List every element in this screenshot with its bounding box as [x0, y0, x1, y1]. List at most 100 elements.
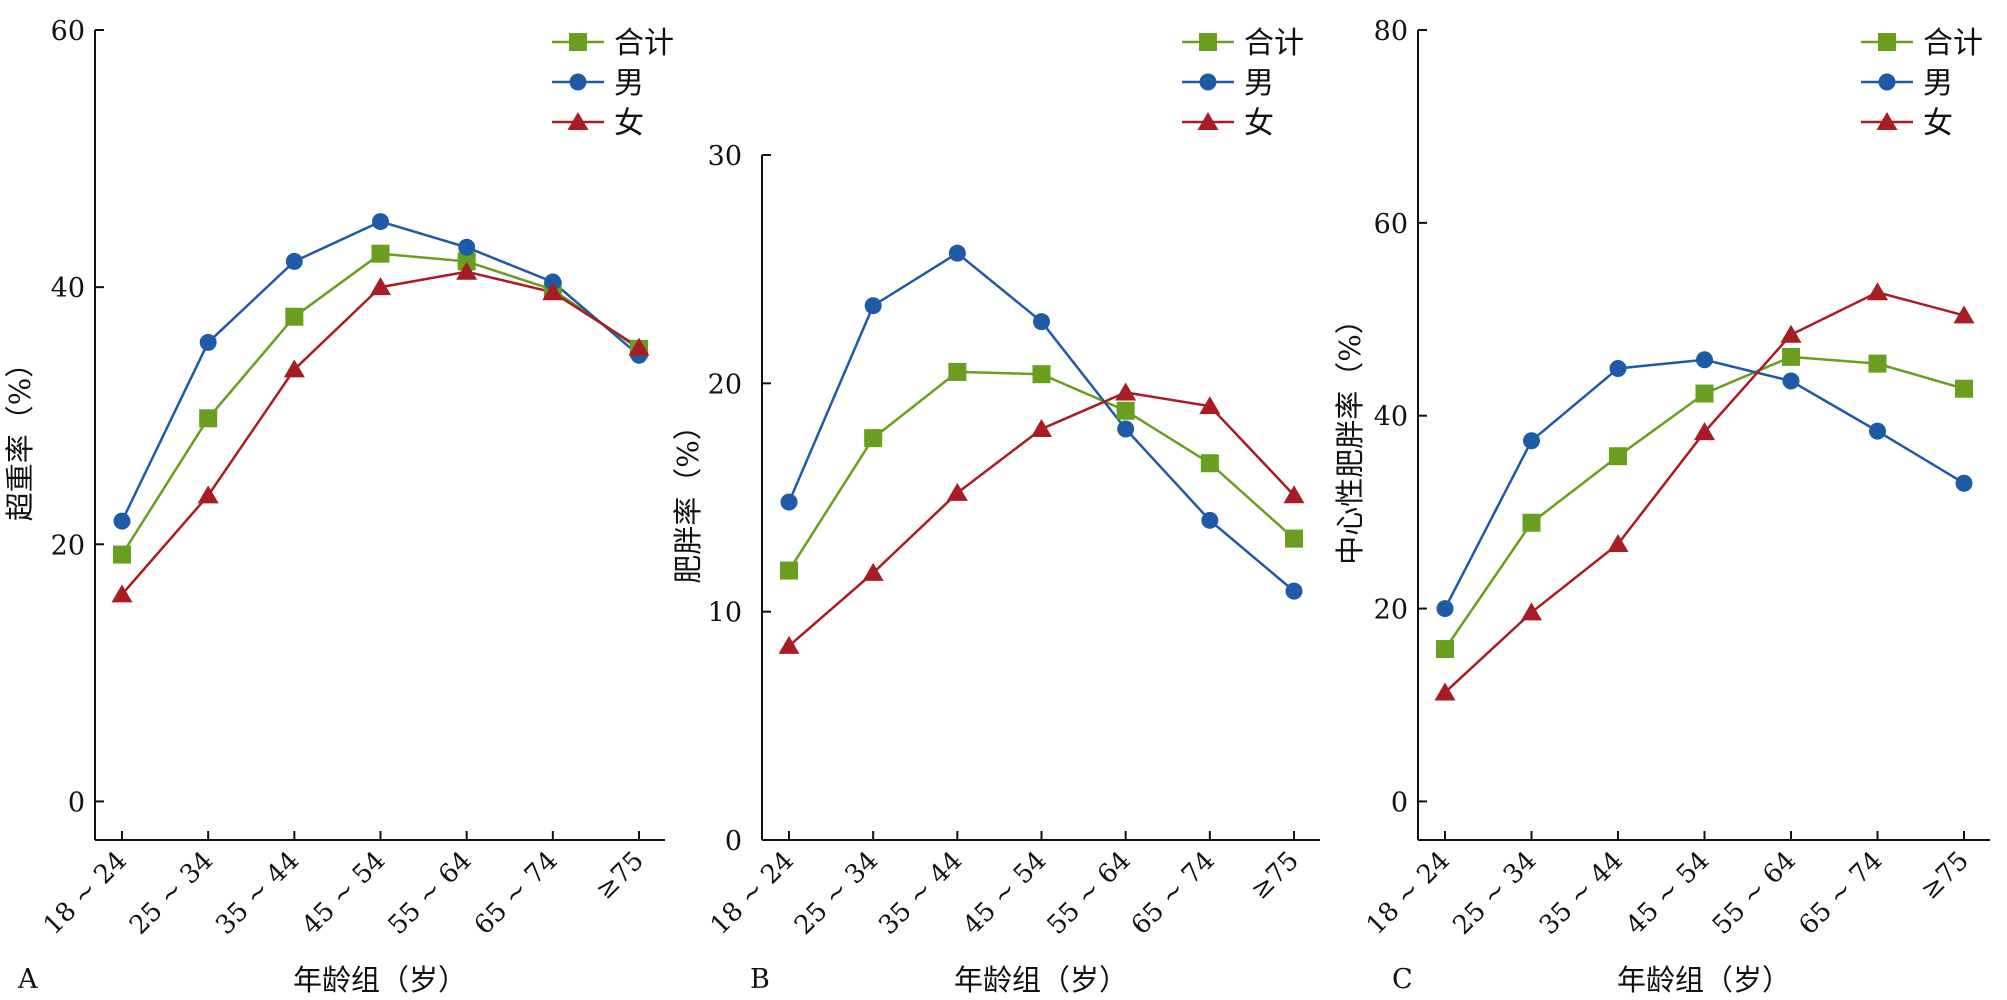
data-point-total: [1695, 384, 1714, 403]
x-axis-title: 年龄组（岁）: [293, 963, 467, 997]
data-point-total: [199, 409, 218, 428]
x-axis-title: 年龄组（岁）: [954, 963, 1128, 997]
series-line-male: [120, 220, 640, 522]
legend-label-female: 女: [614, 106, 644, 141]
x-tick-label: 45 ~ 54: [957, 846, 1052, 941]
data-point-total: [1116, 401, 1135, 420]
data-point-male: [948, 244, 966, 262]
panel-label: C: [1392, 964, 1413, 995]
legend-marker-total: [569, 33, 587, 51]
legend-label-male: 男: [1923, 66, 1953, 101]
data-point-total: [1200, 454, 1219, 473]
x-tick-label: 35 ~ 44: [1534, 846, 1629, 941]
x-tick-label: 18 ~ 24: [1361, 846, 1456, 941]
data-point-male: [1033, 313, 1050, 331]
x-tick-label: 65 ~ 74: [1793, 846, 1888, 941]
legend-label-total: 合计: [1923, 26, 1983, 61]
data-point-total: [1436, 640, 1454, 659]
legend-label-total: 合计: [1244, 26, 1304, 61]
data-point-total: [864, 429, 883, 448]
x-tick-label: 65 ~ 74: [469, 846, 564, 941]
data-point-total: [457, 252, 476, 271]
x-tick-label: ≥75: [1915, 846, 1975, 906]
x-tick-label: 35 ~ 44: [210, 846, 305, 941]
data-point-male: [458, 238, 476, 256]
data-point-male: [1436, 600, 1454, 618]
x-tick-label: 35 ~ 44: [873, 846, 968, 941]
legend-label-female: 女: [1923, 106, 1953, 141]
data-point-female: [1434, 682, 1456, 701]
data-point-total: [1868, 354, 1887, 373]
x-tick-label: 18 ~ 24: [705, 846, 800, 941]
legend-marker-total: [1878, 33, 1896, 51]
data-point-total: [285, 307, 304, 326]
legend-marker-female: [567, 112, 589, 130]
data-point-male: [1201, 511, 1219, 529]
x-tick-label: 18 ~ 24: [38, 846, 133, 941]
data-point-female: [1115, 382, 1137, 401]
data-point-female: [1953, 305, 1975, 324]
data-point-female: [197, 485, 219, 504]
legend-label-male: 男: [614, 66, 644, 101]
data-point-male: [780, 493, 798, 511]
data-point-total: [1609, 447, 1627, 466]
y-tick-label: 20: [708, 369, 742, 400]
y-tick-label: 10: [708, 598, 742, 629]
x-tick-label: 55 ~ 64: [383, 846, 478, 941]
data-point-total: [113, 545, 131, 564]
data-point-female: [456, 261, 478, 280]
y-tick-label: 60: [1374, 209, 1408, 240]
x-tick-label: 25 ~ 34: [1447, 846, 1542, 941]
x-tick-label: ≥75: [590, 846, 650, 906]
legend-marker-male: [569, 73, 587, 91]
data-point-female: [1199, 396, 1221, 415]
data-point-female: [1867, 282, 1888, 301]
data-point-total: [1522, 513, 1541, 532]
data-point-male: [1285, 582, 1303, 600]
data-point-male: [1523, 432, 1540, 450]
y-tick-label: 20: [1374, 595, 1408, 626]
legend-label-total: 合计: [614, 26, 674, 61]
data-point-total: [780, 561, 798, 580]
y-axis-title: 肥胖率（%）: [671, 411, 705, 584]
y-tick-label: 40: [1374, 402, 1408, 433]
data-point-female: [542, 282, 564, 301]
data-point-male: [285, 252, 303, 270]
data-point-total: [1285, 529, 1303, 548]
legend-marker-female: [1876, 112, 1898, 130]
data-point-total: [1032, 365, 1051, 384]
legend-marker-female: [1197, 112, 1219, 130]
data-point-female: [1283, 485, 1305, 504]
data-point-male: [1696, 351, 1713, 369]
data-point-male: [544, 273, 562, 291]
data-point-total: [371, 244, 390, 263]
y-tick-label: 40: [51, 273, 85, 304]
data-point-male: [199, 333, 217, 351]
data-point-female: [1694, 422, 1715, 441]
y-axis-title: 中心性肥胖率（%）: [1333, 305, 1367, 565]
data-point-female: [1607, 533, 1629, 552]
x-tick-label: 45 ~ 54: [1620, 846, 1715, 941]
data-point-female: [111, 584, 133, 603]
legend-label-male: 男: [1244, 66, 1274, 101]
data-point-total: [948, 362, 967, 381]
data-point-male: [1782, 372, 1800, 390]
legend-label-female: 女: [1244, 106, 1274, 141]
data-point-female: [862, 562, 884, 581]
data-point-female: [370, 277, 391, 296]
y-tick-label: 20: [51, 530, 85, 561]
x-tick-label: 55 ~ 64: [1042, 846, 1137, 941]
data-point-female: [1521, 602, 1542, 621]
y-tick-label: 60: [51, 16, 85, 47]
data-point-female: [1780, 324, 1802, 343]
y-axis-title: 超重率（%）: [3, 349, 37, 522]
legend-marker-male: [1199, 73, 1217, 91]
data-point-total: [1782, 347, 1800, 366]
x-tick-label: 25 ~ 34: [789, 846, 884, 941]
data-point-male: [1869, 422, 1886, 440]
data-point-male: [1955, 474, 1973, 492]
y-tick-label: 0: [68, 787, 85, 818]
data-point-total: [1955, 379, 1973, 398]
